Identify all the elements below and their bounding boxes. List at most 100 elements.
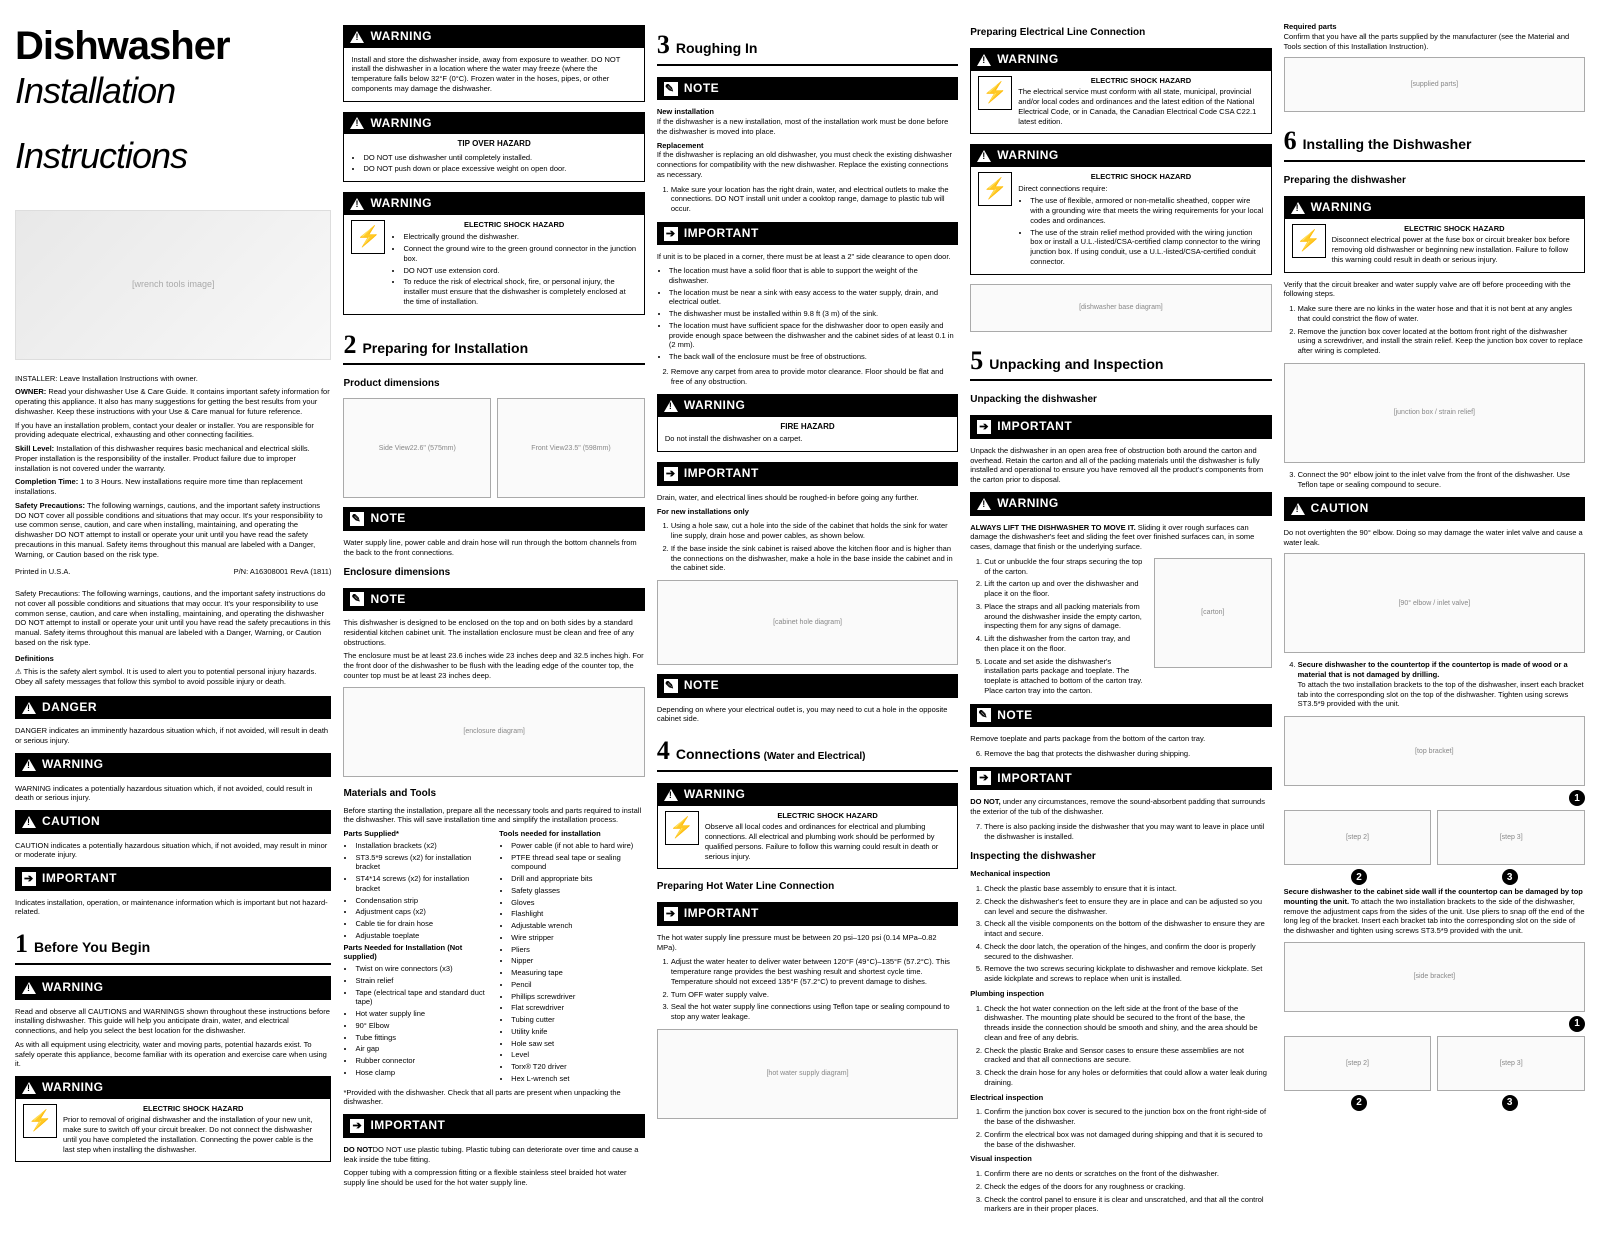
list-item: Pencil [511,980,645,990]
list-item: Flashlight [511,909,645,919]
materials-tools-head: Materials and Tools [343,787,644,800]
arrow-icon [977,420,991,434]
list-item: Tubing cutter [511,1015,645,1025]
list-item: Check the hot water connection on the le… [984,1004,1271,1043]
list-item: The dishwasher must be installed within … [669,309,958,319]
list-item: Utility knife [511,1027,645,1037]
list-item: The back wall of the enclosure must be f… [669,352,958,362]
list-item: ST3.5*9 screws (x2) for installation bra… [355,853,489,873]
list-item: Gloves [511,898,645,908]
list-item: Lift the carton up and over the dishwash… [984,579,1146,599]
important-label: IMPORTANT [42,871,117,887]
list-item: 90° Elbow [355,1021,489,1031]
list-item: Check the plastic Brake and Sensor cases… [984,1046,1271,1066]
list-item: ST4*14 screws (x2) for installation brac… [355,874,489,894]
list-item: Nipper [511,956,645,966]
section-5-head: 5Unpacking and Inspection [970,344,1271,382]
shock-icon: ⚡ [978,172,1012,206]
plumb-inspect-list: Check the hot water connection on the le… [970,1001,1271,1091]
list-item: The location must be near a sink with ea… [669,288,958,308]
list-item: Cut or unbuckle the four straps securing… [984,557,1146,577]
title-sub2: Instructions [15,133,331,180]
product-dimensions-head: Product dimensions [343,377,644,390]
list-item: Air gap [355,1044,489,1054]
visual-inspect-list: Confirm there are no dents or scratches … [970,1166,1271,1217]
note-icon [350,592,364,606]
warning-icon [977,498,991,510]
list-item: Adjustment caps (x2) [355,907,489,917]
list-item: Adjustable wrench [511,921,645,931]
side-view-fig: Side View 22.6" (575mm) [343,398,491,498]
list-item: Measuring tape [511,968,645,978]
caution-def: CAUTION indicates a potentially hazardou… [15,841,331,861]
section-3-head: 3Roughing In [657,28,958,66]
list-item: Hole saw set [511,1039,645,1049]
warning-label: WARNING [42,757,104,773]
title-main: Dishwasher [15,20,331,72]
list-item: Lift the dishwasher from the carton tray… [984,634,1146,654]
section-2-head: 2Preparing for Installation [343,328,644,366]
arrow-icon [664,467,678,481]
parts-needed-list: Twist on wire connectors (x3) Strain reli… [343,964,489,1078]
cabinet-hole-fig: [cabinet hole diagram] [657,580,958,665]
tools-needed-list: Power cable (if not able to hard wire) PT… [499,841,645,1084]
danger-label: DANGER [42,700,97,716]
list-item: Pliers [511,945,645,955]
list-item: Drill and appropriate bits [511,874,645,884]
list-item: Cable tie for drain hose [355,919,489,929]
list-item: Place the straps and all packing materia… [984,602,1146,631]
list-item: Check the control panel to ensure it is … [984,1195,1271,1215]
side-bracket-fig: [side bracket] [1284,942,1585,1012]
tools-hero-image: [wrench tools image] [15,210,331,360]
warning-icon [22,816,36,828]
note-icon [664,679,678,693]
parts-supplied-list: Installation brackets (x2)ST3.5*9 screws… [343,841,489,941]
warning-icon [22,702,36,714]
section-4-head: 4Connections(Water and Electrical) [657,734,958,772]
junction-box-fig: [junction box / strain relief] [1284,363,1585,463]
part-number: P/N: A16308001 RevA (1811) [234,567,332,577]
list-item: Adjustable toeplate [355,931,489,941]
warning-icon [1291,202,1305,214]
warning-icon [1291,503,1305,515]
list-item: Rubber connector [355,1056,489,1066]
list-item: Check the edges of the doors for any rou… [984,1182,1271,1192]
caution-label: CAUTION [42,814,100,830]
location-reqs-list: The location must have a solid floor tha… [657,264,958,364]
arrow-icon [664,907,678,921]
list-item: Wire stripper [511,933,645,943]
list-item: Twist on wire connectors (x3) [355,964,489,974]
list-item: Power cable (if not able to hard wire) [511,841,645,851]
front-view-fig: Front View 23.5" (598mm) [497,398,645,498]
arrow-icon [350,1119,364,1133]
warning-icon [977,150,991,162]
warning-def: WARNING indicates a potentially hazardou… [15,784,331,804]
list-item: Confirm the junction box cover is secure… [984,1107,1271,1127]
safety-precautions: Safety Precautions: The following warnin… [15,501,331,560]
list-item: Hot water supply line [355,1009,489,1019]
installer-note: INSTALLER: Leave Installation Instructio… [15,374,331,384]
warning-icon [350,31,364,43]
note-icon [350,512,364,526]
parts-fig: [supplied parts] [1284,57,1585,112]
definitions-head: Definitions [15,654,331,664]
warning-icon [22,1082,36,1094]
list-item: Level [511,1050,645,1060]
safety-para2: Safety Precautions: The following warnin… [15,589,331,648]
warning-icon [350,117,364,129]
list-item: Hex L-wrench set [511,1074,645,1084]
list-item: Hose clamp [355,1068,489,1078]
list-item: The location must have sufficient space … [669,321,958,350]
list-item: Check the drain hose for any holes or de… [984,1068,1271,1088]
shock-icon: ⚡ [23,1104,57,1138]
list-item: Check the door latch, the operation of t… [984,942,1271,962]
note-icon [977,708,991,722]
list-item: Strain relief [355,976,489,986]
top-bracket-fig: [top bracket] [1284,716,1585,786]
list-item: Remove the two screws securing kickplate… [984,964,1271,984]
carton-fig: [carton] [1154,558,1272,668]
list-item: PTFE thread seal tape or sealing compoun… [511,853,645,873]
s1-warn-text2: As with all equipment using electricity,… [15,1040,331,1069]
list-item: Tube fittings [355,1033,489,1043]
list-item: Confirm there are no dents or scratches … [984,1169,1271,1179]
